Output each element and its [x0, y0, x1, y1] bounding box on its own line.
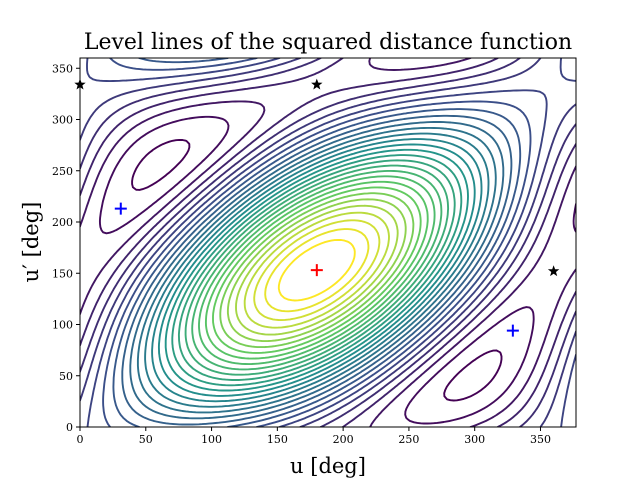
y-tick-label: 50 — [59, 370, 73, 383]
contour-level — [243, 211, 390, 329]
contour-level — [264, 228, 370, 313]
y-tick-label: 0 — [66, 421, 73, 434]
x-tick-label: 300 — [464, 433, 485, 446]
contour-level — [129, 121, 505, 420]
y-tick-label: 250 — [52, 165, 73, 178]
star-marker — [311, 78, 323, 90]
contour-level — [226, 198, 407, 343]
x-tick-label: 50 — [139, 433, 153, 446]
contour-level — [112, 58, 522, 427]
x-axis-label: u [deg] — [290, 454, 366, 478]
x-tick-label: 150 — [267, 433, 288, 446]
contour-level — [131, 138, 503, 402]
contour-level — [235, 204, 399, 336]
contour-level — [184, 164, 450, 376]
y-tick-label: 150 — [52, 267, 73, 280]
x-axis-ticks: 0 50 100 150 200 250 300 350 — [77, 427, 551, 446]
y-tick-label: 350 — [52, 62, 73, 75]
y-tick-label: 200 — [52, 216, 73, 229]
contour-level — [204, 180, 429, 360]
plus-marker — [506, 324, 519, 337]
contour-level — [136, 126, 497, 414]
contour-level — [157, 143, 476, 397]
y-tick-label: 100 — [52, 319, 73, 332]
y-axis-label: u′ [deg] — [19, 202, 43, 283]
chart-title: Level lines of the squared distance func… — [84, 30, 572, 55]
y-tick-label: 300 — [52, 114, 73, 127]
x-tick-label: 200 — [333, 433, 354, 446]
contour-level — [219, 192, 415, 349]
contour-level — [171, 154, 463, 387]
contour-level — [191, 169, 443, 371]
plus-marker — [310, 264, 323, 277]
plus-marker — [114, 202, 127, 215]
x-tick-label: 100 — [201, 433, 222, 446]
contour-level — [80, 58, 576, 427]
contour-level — [86, 58, 576, 427]
contour-lines — [80, 58, 576, 427]
x-tick-label: 250 — [398, 433, 419, 446]
contour-level — [164, 148, 469, 392]
contour-level — [151, 138, 483, 403]
contour-level — [212, 186, 422, 354]
x-tick-label: 350 — [530, 433, 551, 446]
contour-level — [198, 175, 436, 366]
y-axis-ticks: 0 50 100 150 200 250 300 350 — [52, 62, 80, 434]
contour-level — [144, 132, 490, 408]
contour-level — [121, 114, 513, 426]
contour-level — [253, 219, 381, 322]
x-tick-label: 0 — [77, 433, 84, 446]
contour-level — [277, 238, 356, 302]
plot-area — [74, 57, 577, 428]
contour-level — [177, 159, 456, 381]
contour-level — [80, 58, 576, 427]
plot-frame — [79, 57, 577, 428]
contour-level — [98, 115, 576, 425]
star-marker — [547, 265, 560, 277]
contour-level — [102, 58, 532, 427]
